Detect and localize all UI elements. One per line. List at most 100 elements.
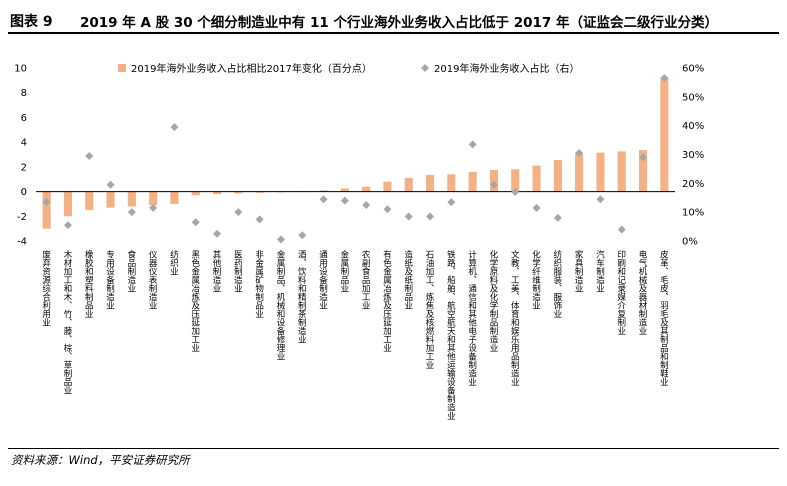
bar xyxy=(362,186,371,192)
category-label: 化学原料及化学制品制造业 xyxy=(488,249,498,352)
category-label: 纺织业 xyxy=(168,249,178,275)
category-label: 电气机械及器材制造业 xyxy=(637,249,647,335)
bar xyxy=(149,191,158,206)
category-label: 酒、饮料和精制茶制造业 xyxy=(296,250,306,344)
data-point xyxy=(42,198,51,207)
legend-swatch-point xyxy=(421,64,429,72)
y-left-tick-label: 0 xyxy=(21,187,27,198)
category-label: 汽车制造业 xyxy=(594,249,604,292)
data-point xyxy=(63,221,72,230)
data-point xyxy=(85,151,94,160)
data-point xyxy=(213,229,222,238)
y-right-tick-label: 10% xyxy=(682,208,704,219)
category-label: 废弃资源综合利用业 xyxy=(41,249,51,326)
y-left-tick-label: 6 xyxy=(21,113,27,124)
y-left-tick-label: 2 xyxy=(21,162,27,173)
data-point xyxy=(468,140,477,149)
bar xyxy=(255,191,264,193)
bar xyxy=(63,191,72,217)
data-point xyxy=(404,212,413,221)
y-right-tick-label: 40% xyxy=(682,121,704,132)
bar xyxy=(468,171,477,192)
category-label: 通用设备制造业 xyxy=(318,249,328,309)
data-point xyxy=(553,213,562,222)
bar xyxy=(511,169,520,192)
category-label: 橡胶和塑料制品业 xyxy=(83,249,93,318)
data-point xyxy=(234,208,243,217)
data-point xyxy=(575,149,584,158)
data-point xyxy=(276,235,285,244)
bar xyxy=(404,177,413,192)
y-right-tick-label: 60% xyxy=(682,64,704,75)
category-label: 农副食品加工业 xyxy=(360,249,370,309)
category-label: 木材加工和木、竹、藤、棕、草制品业 xyxy=(62,249,72,394)
y-right-tick-label: 20% xyxy=(682,179,704,190)
category-label: 医药制造业 xyxy=(232,250,242,293)
category-label: 仪器仪表制造业 xyxy=(147,250,157,310)
category-label: 专用设备制造业 xyxy=(105,249,115,309)
data-point xyxy=(149,203,158,212)
data-point xyxy=(426,212,435,221)
bar xyxy=(234,191,243,194)
category-label: 其他制造业 xyxy=(211,250,221,293)
bar xyxy=(447,174,456,192)
bar xyxy=(106,191,115,208)
figure-label: 图表 9 xyxy=(10,14,53,30)
bar xyxy=(170,191,179,204)
bar xyxy=(532,165,541,192)
figure-header: 图表 9 2019 年 A 股 30 个细分制造业中有 11 个行业海外业务收入… xyxy=(8,8,779,34)
category-label: 非金属矿物制品业 xyxy=(254,249,264,318)
data-point xyxy=(106,180,115,189)
data-point xyxy=(660,74,669,83)
legend-label-bar: 2019年海外业务收入占比相比2017年变化（百分点） xyxy=(131,62,372,75)
bar xyxy=(191,191,200,196)
data-point xyxy=(319,195,328,204)
category-label: 铁路、船舶、航空航天和其他运输设备制造业 xyxy=(445,249,455,420)
y-left-tick-label: 10 xyxy=(14,64,27,75)
data-point xyxy=(617,225,626,234)
category-label: 造纸及纸制品业 xyxy=(403,249,413,309)
figure-title: 2019 年 A 股 30 个细分制造业中有 11 个行业海外业务收入占比低于 … xyxy=(80,15,718,31)
data-point xyxy=(362,200,371,209)
data-point xyxy=(340,196,349,205)
y-right-tick-label: 50% xyxy=(682,92,704,103)
bar xyxy=(383,181,392,192)
category-label: 石油加工、炼焦及核燃料加工业 xyxy=(424,250,434,369)
bar xyxy=(213,191,222,195)
bar xyxy=(596,152,605,192)
data-point xyxy=(532,203,541,212)
category-label: 黑色金属冶炼及压延加工业 xyxy=(190,250,200,352)
figure-footer: 资料来源：Wind，平安证券研究所 xyxy=(8,448,779,468)
category-label: 有色金属冶炼及压延加工业 xyxy=(381,249,391,352)
bar xyxy=(575,153,584,192)
source-note: 资料来源：Wind，平安证券研究所 xyxy=(11,453,190,467)
legend-label-point: 2019年海外业务收入占比（右） xyxy=(434,62,579,75)
bar xyxy=(426,174,435,192)
category-label: 化学纤维制造业 xyxy=(531,249,541,309)
bar xyxy=(85,191,94,211)
bar xyxy=(42,191,51,229)
category-label: 食品制造业 xyxy=(126,249,136,292)
y-left-tick-label: 8 xyxy=(21,88,27,99)
data-point xyxy=(447,198,456,207)
data-point xyxy=(298,231,307,240)
category-label: 文教、工美、体育和娱乐用品制造业 xyxy=(509,249,519,386)
y-left-tick-label: -2 xyxy=(17,212,27,223)
bar xyxy=(660,77,669,192)
y-left-tick-label: 4 xyxy=(21,138,27,149)
data-point xyxy=(639,153,648,162)
category-label: 家具制造业 xyxy=(573,249,583,292)
data-point xyxy=(383,205,392,214)
category-label: 金属制品业 xyxy=(339,249,349,292)
data-point xyxy=(489,180,498,189)
y-right-tick-label: 0% xyxy=(682,237,698,248)
data-point xyxy=(255,215,264,224)
data-point xyxy=(170,123,179,132)
legend-swatch-bar xyxy=(118,64,126,72)
y-right-tick-label: 30% xyxy=(682,150,704,161)
y-left-tick-label: -4 xyxy=(17,237,27,248)
bar xyxy=(553,160,562,192)
category-label: 纺织服装、服饰业 xyxy=(552,249,562,318)
data-point xyxy=(511,187,520,196)
